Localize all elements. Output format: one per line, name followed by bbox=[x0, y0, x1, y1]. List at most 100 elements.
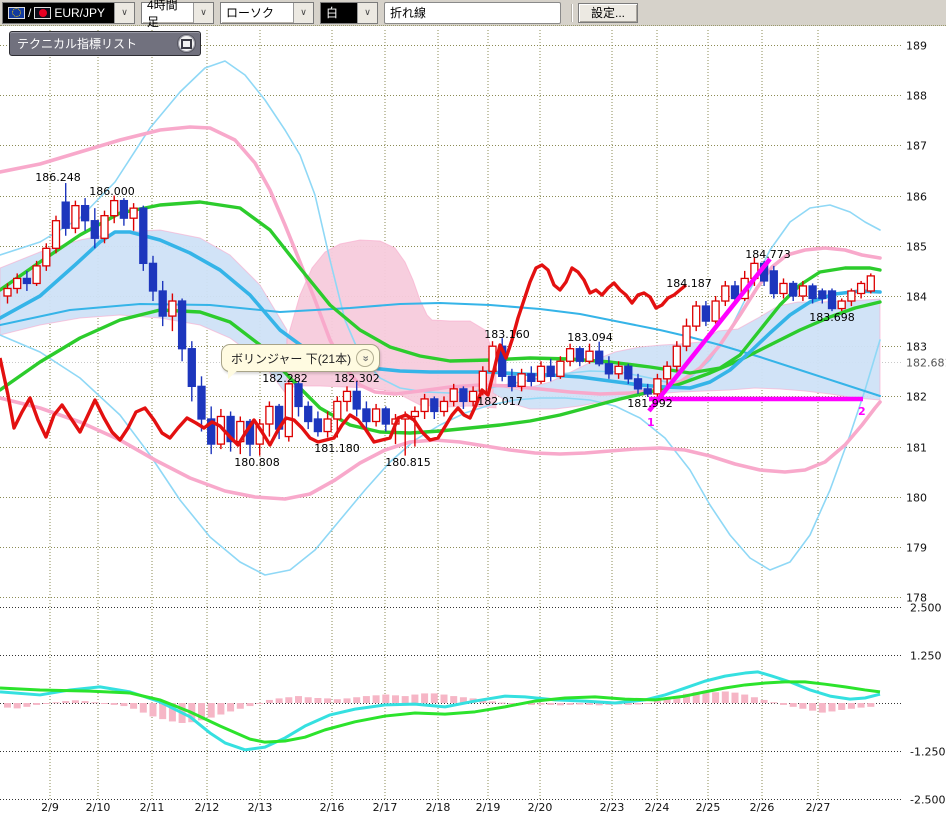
indicator-list-title: テクニカル指標リスト bbox=[17, 37, 138, 51]
candle-body bbox=[100, 215, 109, 239]
overlay-type-input[interactable]: 折れ線 bbox=[384, 1, 561, 24]
price-labels: 186.248 186.000 182.282 182.302 181.180 180.8… bbox=[35, 171, 855, 469]
macd-histogram-bar bbox=[71, 700, 79, 703]
chart-type-select[interactable]: ローソク ∨ bbox=[220, 1, 314, 24]
candle-body bbox=[207, 418, 216, 445]
macd-histogram-bar bbox=[217, 703, 225, 715]
macd-histogram-bar bbox=[508, 703, 516, 704]
macd-histogram-bar bbox=[42, 703, 50, 704]
chevron-down-icon[interactable]: ∨ bbox=[293, 2, 313, 23]
macd-histogram-bar bbox=[13, 703, 21, 709]
candle-body bbox=[856, 282, 866, 295]
indicator-list-panel[interactable]: テクニカル指標リスト bbox=[9, 31, 201, 56]
y-axis-label: -1.250 bbox=[910, 746, 945, 759]
candle-body bbox=[789, 282, 798, 297]
macd-histogram-bar bbox=[130, 703, 138, 709]
y-axis-label: 178 bbox=[906, 592, 927, 605]
macd-histogram-bar bbox=[692, 692, 700, 703]
candle-body bbox=[139, 207, 148, 265]
macd-histogram-bar bbox=[52, 702, 60, 704]
chevron-down-icon[interactable]: ∨ bbox=[357, 2, 377, 23]
candlesticks bbox=[3, 183, 875, 457]
macd-histogram-bar bbox=[265, 699, 273, 703]
macd-histogram-bar bbox=[314, 698, 322, 703]
chevron-down-icon[interactable]: ∨ bbox=[114, 2, 134, 23]
symbol-label: EUR/JPY bbox=[54, 5, 106, 20]
macd-histogram-bar bbox=[440, 694, 448, 703]
macd-histogram-bar bbox=[547, 703, 555, 705]
candle-body bbox=[595, 350, 604, 365]
indicator-tooltip: ボリンジャー 下(21本) » bbox=[221, 344, 381, 379]
macd-histogram-bar bbox=[168, 703, 176, 722]
candle-body bbox=[420, 398, 429, 413]
candle-body bbox=[682, 325, 691, 347]
candle-body bbox=[333, 400, 342, 420]
x-axis-label: 2/27 bbox=[806, 801, 831, 814]
overlay-color-select[interactable]: 白 ∨ bbox=[320, 1, 378, 24]
macd-histogram-bar bbox=[721, 691, 729, 703]
double-chevron-down-icon[interactable]: » bbox=[356, 349, 375, 367]
candle-body bbox=[226, 415, 235, 443]
candle-body bbox=[362, 408, 371, 423]
macd-histogram-bar bbox=[411, 694, 419, 703]
x-axis-label: 2/26 bbox=[750, 801, 775, 814]
candle-body bbox=[3, 287, 12, 297]
candle-body bbox=[546, 365, 555, 377]
candle-body bbox=[866, 275, 875, 292]
ma-cyan-long bbox=[0, 302, 881, 397]
macd-histogram-bar bbox=[285, 697, 293, 703]
candle-body bbox=[158, 290, 167, 317]
candle-body bbox=[119, 199, 129, 219]
macd-histogram-bar bbox=[673, 696, 681, 703]
settings-button[interactable]: 設定... bbox=[578, 2, 639, 23]
comparison-line bbox=[0, 263, 688, 447]
candle-body bbox=[294, 383, 303, 408]
y-axis-label: 182 bbox=[906, 391, 927, 404]
swing-price-label: 182.282 bbox=[262, 372, 308, 385]
macd-histogram-bar bbox=[731, 692, 739, 703]
candle-body bbox=[672, 345, 681, 367]
timeframe-select[interactable]: 4時間足 ∨ bbox=[141, 0, 214, 29]
candle-body bbox=[371, 408, 381, 423]
symbol-select[interactable]: / EUR/JPY ∨ bbox=[2, 1, 135, 24]
macd-histogram-bar bbox=[818, 703, 826, 713]
macd-histogram-bar bbox=[760, 699, 768, 703]
macd-histogram-bar bbox=[139, 703, 147, 713]
macd-histogram-bar bbox=[101, 703, 108, 704]
y-axis-label: 1.250 bbox=[910, 650, 942, 663]
macd-histogram-bar bbox=[236, 703, 244, 709]
macd-histogram-bar bbox=[838, 703, 846, 710]
chart-type-label: ローソク bbox=[226, 6, 275, 20]
trendline-1[interactable] bbox=[647, 257, 772, 413]
macd-histogram-bar bbox=[81, 701, 89, 703]
band-outer-lower bbox=[0, 334, 881, 576]
macd-histogram-bar bbox=[556, 703, 564, 706]
macd-histogram-bar bbox=[110, 703, 118, 705]
candle-body bbox=[478, 370, 487, 393]
candle-body bbox=[197, 385, 206, 420]
chevron-down-icon[interactable]: ∨ bbox=[193, 2, 213, 23]
candle-body bbox=[32, 265, 41, 285]
macd-signal-line bbox=[0, 680, 881, 744]
macd-histogram-bar bbox=[634, 703, 642, 705]
candle-body bbox=[585, 350, 594, 362]
macd-histogram-bar bbox=[91, 702, 99, 704]
x-axis-label: 2/18 bbox=[426, 801, 451, 814]
macd-histogram-bar bbox=[401, 696, 409, 703]
macd-histogram-bar bbox=[770, 702, 778, 704]
y-axis-label: 189 bbox=[906, 40, 927, 53]
macd-histogram-bar bbox=[712, 692, 720, 703]
x-axis-label: 2/20 bbox=[528, 801, 553, 814]
macd-histogram-bar bbox=[809, 703, 817, 711]
candle-body bbox=[323, 418, 332, 433]
x-axis-label: 2/11 bbox=[140, 801, 165, 814]
candle-body bbox=[90, 220, 99, 239]
drawn-trendlines[interactable]: 12 bbox=[647, 257, 866, 429]
candle-body bbox=[643, 388, 652, 395]
x-axis-label: 2/16 bbox=[320, 801, 345, 814]
candle-body bbox=[459, 388, 468, 403]
current-price-label: 182.681 bbox=[906, 357, 946, 370]
restore-window-icon[interactable] bbox=[177, 34, 196, 53]
candle-body bbox=[779, 282, 788, 295]
